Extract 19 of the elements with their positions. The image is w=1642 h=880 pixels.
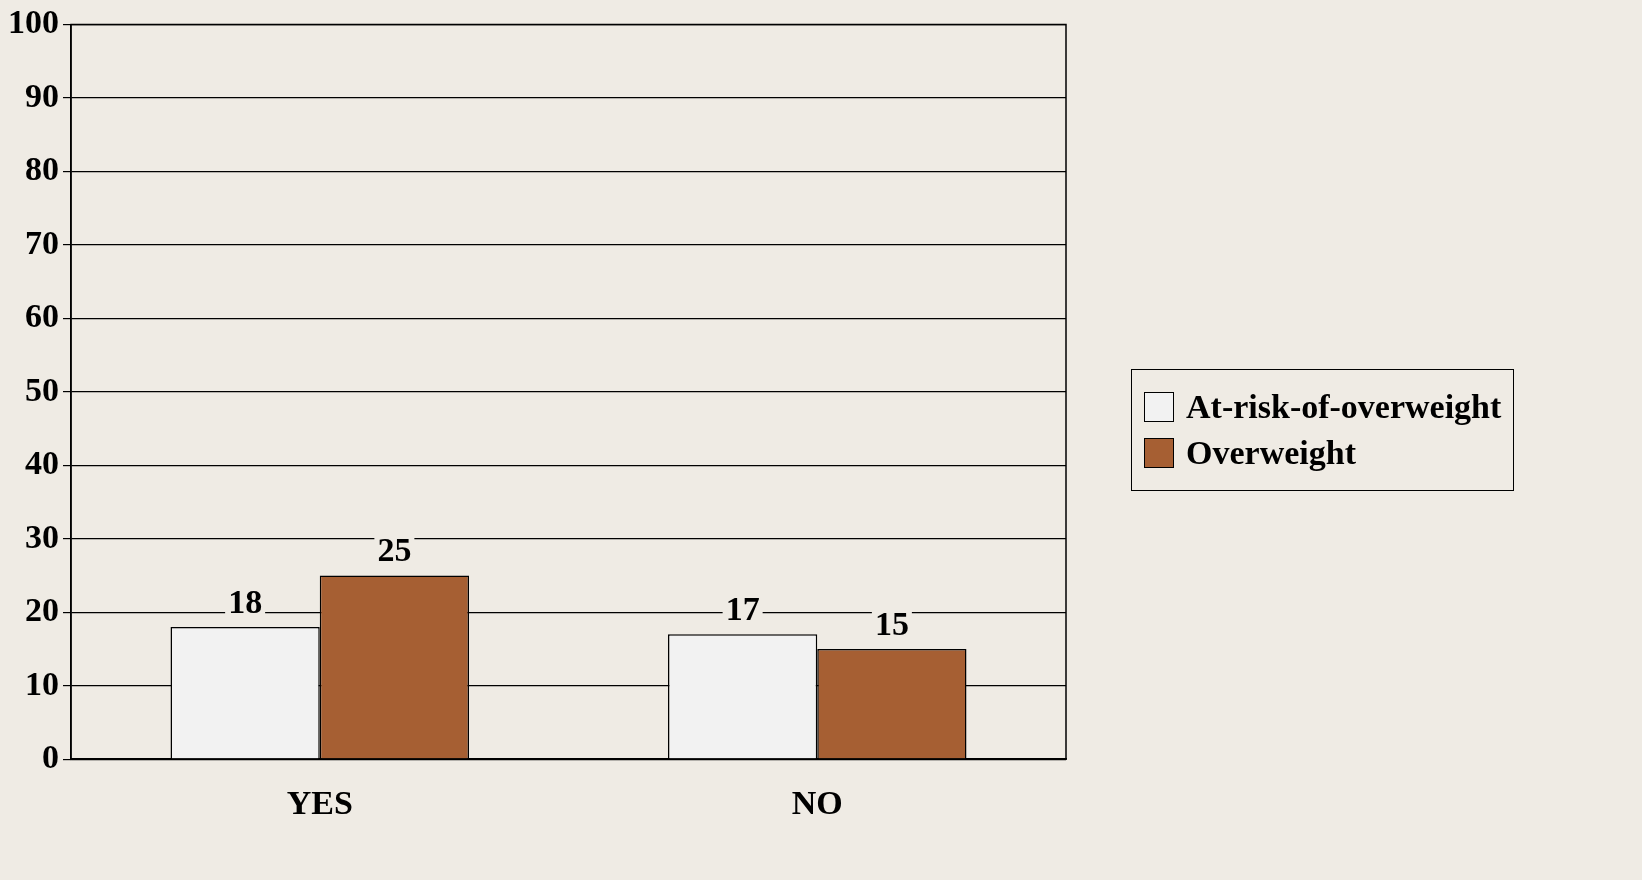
y-tick-label: 10 bbox=[25, 664, 59, 702]
y-tick-label: 40 bbox=[25, 444, 59, 482]
legend-label: Overweight bbox=[1186, 434, 1356, 472]
y-tick-label: 90 bbox=[25, 76, 59, 114]
x-tick-label: YES bbox=[286, 784, 353, 822]
data-label: 15 bbox=[874, 604, 909, 642]
y-tick-label: 0 bbox=[42, 737, 59, 775]
x-tick-label: NO bbox=[791, 784, 843, 822]
y-tick-label: 100 bbox=[8, 3, 59, 41]
y-tick-label: 50 bbox=[25, 370, 59, 408]
data-label: 17 bbox=[725, 590, 760, 628]
data-label: 18 bbox=[228, 582, 263, 620]
y-tick-label: 80 bbox=[25, 150, 59, 188]
y-tick-label: 30 bbox=[25, 517, 59, 555]
y-tick-label: 70 bbox=[25, 223, 59, 261]
text: At-risk-of-overweight bbox=[1186, 388, 1502, 426]
y-tick-label: 60 bbox=[25, 297, 59, 335]
y-tick-label: 20 bbox=[25, 591, 59, 629]
data-label: 25 bbox=[377, 531, 412, 569]
